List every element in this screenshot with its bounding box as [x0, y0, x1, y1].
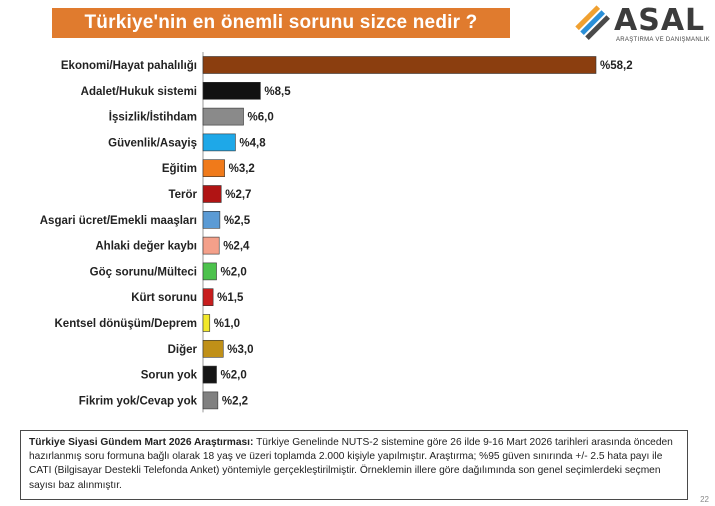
- category-label: Eğitim: [162, 163, 197, 175]
- category-label: Ekonomi/Hayat pahalılığı: [61, 60, 197, 72]
- bar: [202, 262, 217, 281]
- chart-title: Türkiye'nin en önemli sorunu sizce nedir…: [52, 8, 510, 38]
- category-label: Terör: [168, 189, 197, 201]
- category-label: Kentsel dönüşüm/Deprem: [55, 318, 198, 330]
- bar: [202, 185, 222, 203]
- value-label: %1,5: [217, 292, 244, 304]
- bar: [202, 211, 221, 229]
- value-label: %2,5: [224, 215, 251, 227]
- category-label: Güvenlik/Asayiş: [108, 137, 197, 149]
- category-label: Ahlaki değer kaybı: [95, 241, 197, 253]
- bar: [202, 314, 211, 332]
- bar: [202, 159, 225, 177]
- value-label: %58,2: [600, 60, 633, 72]
- category-label: Asgari ücret/Emekli maaşları: [40, 215, 197, 227]
- bar: [202, 391, 219, 410]
- value-label: %1,0: [214, 318, 240, 330]
- note-text: Türkiye Genelinde NUTS-2 sistemine göre …: [29, 437, 673, 491]
- category-label: Adalet/Hukuk sistemi: [81, 86, 197, 98]
- note-heading: Türkiye Siyasi Gündem Mart 2026 Araştırm…: [29, 437, 254, 448]
- bar: [202, 365, 217, 384]
- category-label: Diğer: [168, 344, 198, 356]
- value-label: %6,0: [248, 112, 274, 124]
- category-label: İşsizlik/İstihdam: [109, 111, 197, 124]
- logo-subtitle: ARAŞTIRMA VE DANIŞMANLIK: [616, 37, 710, 43]
- methodology-note: Türkiye Siyasi Gündem Mart 2026 Araştırm…: [20, 430, 688, 500]
- value-label: %2,0: [221, 370, 247, 382]
- category-label: Kürt sorunu: [131, 292, 197, 304]
- category-label: Fikrim yok/Cevap yok: [79, 395, 198, 407]
- value-label: %8,5: [264, 86, 291, 98]
- category-label: Sorun yok: [141, 370, 198, 382]
- bar: [202, 339, 224, 358]
- bar: [202, 236, 220, 255]
- bar: [202, 56, 597, 74]
- asal-logo-icon: [575, 5, 610, 40]
- value-label: %2,0: [221, 266, 247, 278]
- page-number: 22: [700, 495, 709, 504]
- bar: [202, 107, 244, 126]
- value-label: %4,8: [239, 137, 266, 149]
- value-label: %2,4: [223, 241, 250, 253]
- bar-chart: Ekonomi/Hayat pahalılığı %58,2 Adalet/Huku…: [40, 52, 633, 413]
- value-label: %3,2: [229, 163, 255, 175]
- asal-logo: ASAL ARAŞTIRMA VE DANIŞMANLIK: [574, 4, 710, 46]
- bar: [202, 133, 236, 152]
- value-label: %2,2: [222, 395, 248, 407]
- category-label: Göç sorunu/Mülteci: [90, 266, 197, 278]
- value-label: %3,0: [227, 344, 253, 356]
- bar: [202, 81, 261, 100]
- value-label: %2,7: [225, 189, 251, 201]
- logo-name: ASAL: [614, 3, 706, 38]
- bar: [202, 288, 214, 306]
